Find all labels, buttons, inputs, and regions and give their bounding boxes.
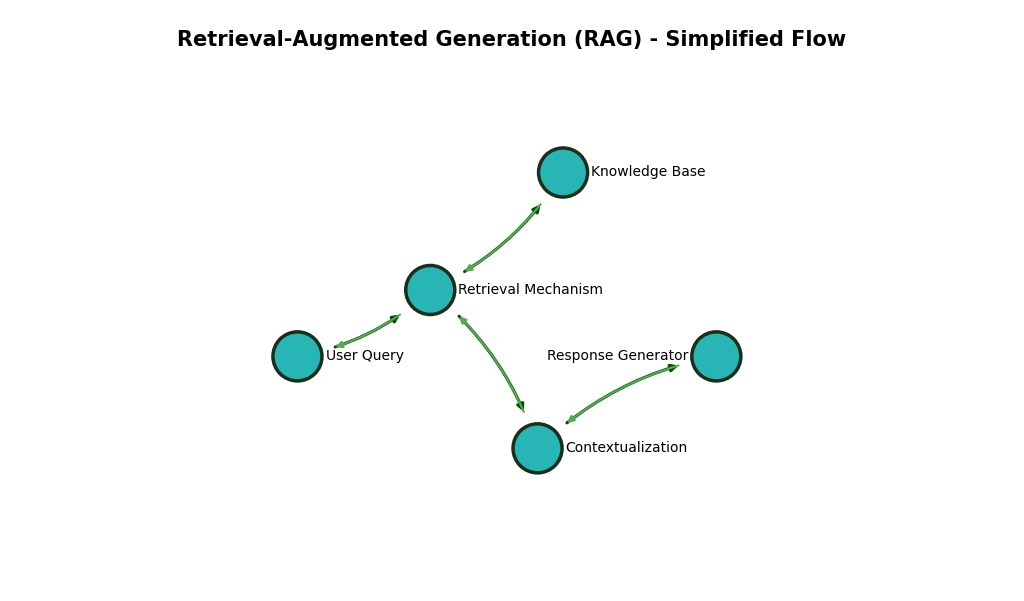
Circle shape: [513, 424, 562, 473]
Text: Retrieval Mechanism: Retrieval Mechanism: [459, 283, 603, 297]
Text: Knowledge Base: Knowledge Base: [591, 165, 706, 180]
Circle shape: [273, 332, 322, 381]
Text: Response Generator: Response Generator: [547, 349, 688, 364]
Text: Retrieval-Augmented Generation (RAG) - Simplified Flow: Retrieval-Augmented Generation (RAG) - S…: [177, 30, 847, 50]
Circle shape: [692, 332, 740, 381]
Text: User Query: User Query: [326, 349, 403, 364]
Text: Contextualization: Contextualization: [565, 441, 688, 456]
Circle shape: [406, 266, 455, 314]
Circle shape: [539, 148, 588, 197]
